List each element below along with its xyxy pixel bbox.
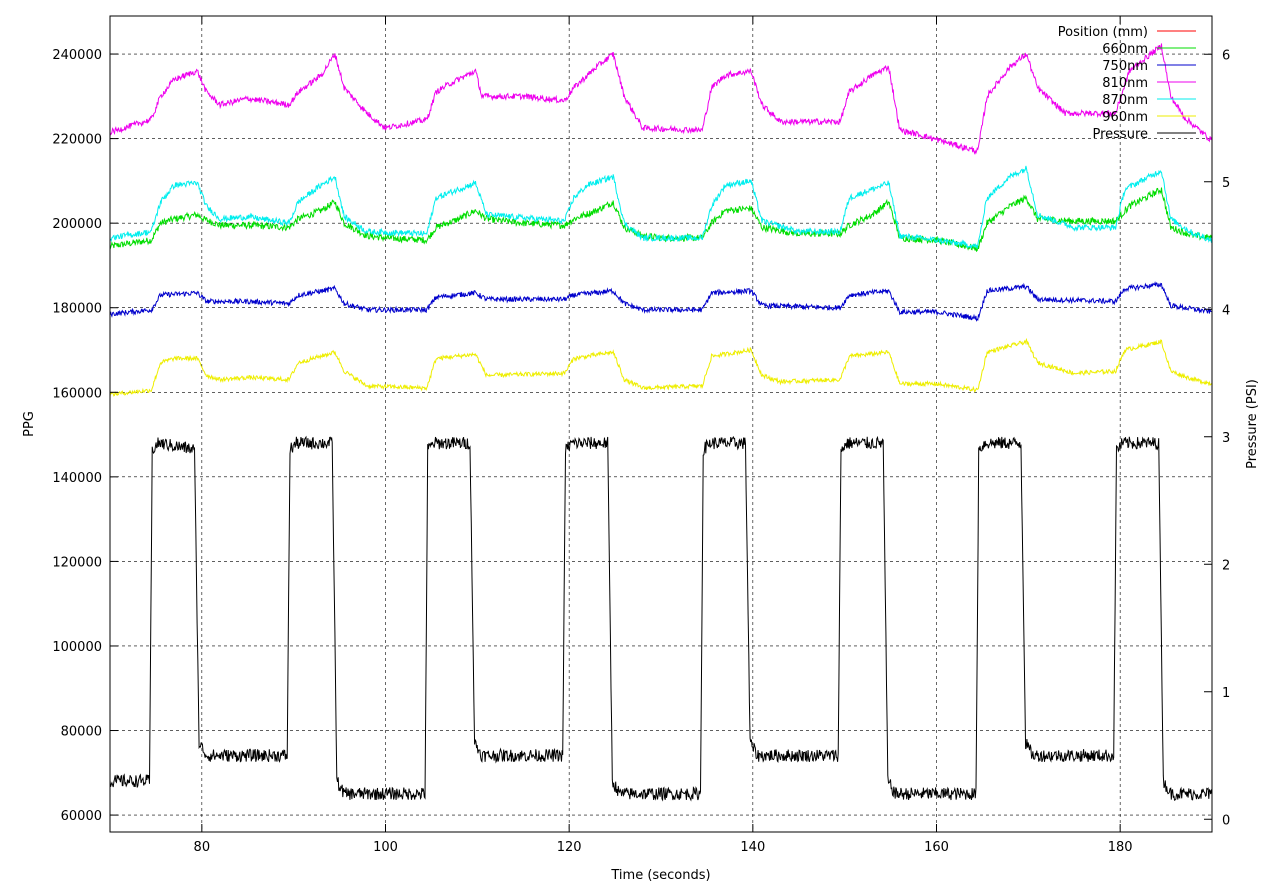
y-tick-label: 180000	[52, 302, 102, 317]
series-960nm-line	[110, 337, 1212, 397]
legend-label-810nm: 810nm	[1102, 76, 1148, 91]
x-tick-label: 140	[740, 840, 765, 855]
series-660nm-line	[110, 187, 1212, 253]
x-tick-label: 100	[373, 840, 398, 855]
y2-tick-label: 2	[1222, 558, 1230, 573]
x-tick-label: 120	[557, 840, 582, 855]
x-axis: 80 100 120 140 160 180	[194, 16, 1133, 855]
y-tick-label: 140000	[52, 471, 102, 486]
x-tick-label: 80	[194, 840, 211, 855]
legend-label-660nm: 660nm	[1102, 42, 1148, 57]
y-tick-label: 60000	[61, 809, 102, 824]
y-tick-label: 120000	[52, 555, 102, 570]
y-tick-label: 240000	[52, 48, 102, 63]
y2-tick-label: 6	[1222, 48, 1230, 63]
legend-label-960nm: 960nm	[1102, 110, 1148, 125]
y-tick-label: 160000	[52, 386, 102, 401]
y2-axis: 0 1 2 3 4 5 6	[1204, 48, 1230, 828]
legend-label-pressure: Pressure	[1092, 127, 1148, 142]
series-750nm-line	[110, 281, 1212, 322]
legend-label-position-mm: Position (mm)	[1058, 25, 1148, 40]
y2-axis-label: Pressure (PSI)	[1245, 379, 1260, 469]
series-810nm-line	[110, 43, 1212, 155]
legend-label-870nm: 870nm	[1102, 93, 1148, 108]
y2-tick-label: 4	[1222, 303, 1230, 318]
y-axis: 60000 80000 100000 120000 140000 160000 180000…	[52, 48, 118, 824]
y2-tick-label: 5	[1222, 176, 1230, 191]
plot-frame	[109, 15, 1213, 833]
x-axis-label: Time (seconds)	[610, 868, 710, 883]
grid	[110, 16, 1212, 832]
series-870nm-line	[110, 165, 1212, 249]
y-tick-label: 80000	[61, 725, 102, 740]
y2-tick-label: 1	[1222, 686, 1230, 701]
series-pressure-line	[110, 435, 1212, 802]
y-axis-label: PPG	[22, 411, 37, 437]
y-tick-label: 100000	[52, 640, 102, 655]
y-tick-label: 200000	[52, 217, 102, 232]
y2-tick-label: 3	[1222, 431, 1230, 446]
x-tick-label: 160	[924, 840, 949, 855]
x-tick-label: 180	[1108, 840, 1133, 855]
y-tick-label: 220000	[52, 133, 102, 148]
legend: Position (mm) 660nm 750nm 810nm 870nm 960nm Pr…	[1058, 25, 1196, 142]
legend-label-750nm: 750nm	[1102, 59, 1148, 74]
y2-tick-label: 0	[1222, 813, 1230, 828]
series-layer	[110, 43, 1212, 802]
